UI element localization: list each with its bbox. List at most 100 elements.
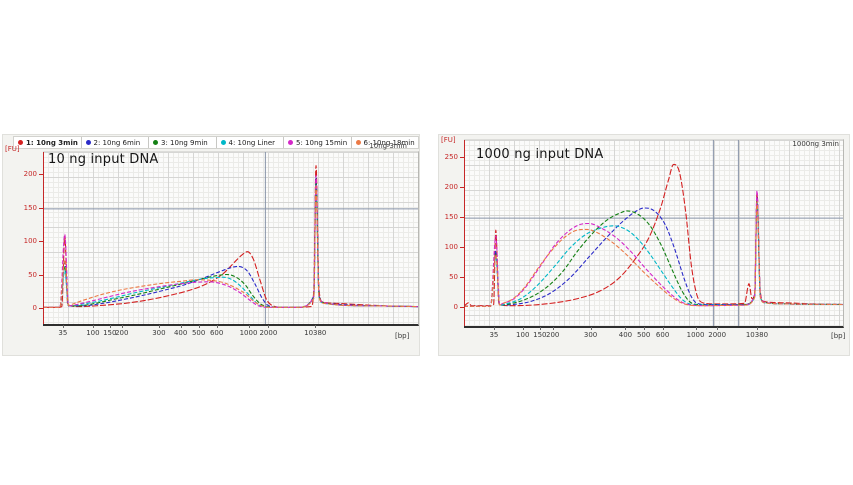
legend-item-label: 4: 10ng Liner [228, 138, 276, 147]
y-tick-mark [39, 207, 43, 209]
x-tick-mark [552, 327, 554, 330]
trace-5-1000ng-15min [464, 190, 843, 307]
sample-label: 10ng 3min [369, 142, 407, 150]
y-tick-mark [39, 174, 43, 176]
legend-item-6[interactable]: 6: 10ng 18min [350, 137, 419, 148]
x-tick-mark [493, 327, 495, 330]
x-tick-mark [268, 325, 270, 328]
y-tick-label: 250 [444, 153, 458, 162]
electropherogram-panel-10ng: 1: 10ng 3min 2: 10ng 6min 3: 10ng 9min 4: 1… [2, 134, 420, 356]
traces-svg [464, 140, 843, 326]
x-tick-label: 500 [636, 331, 651, 339]
y-axis-unit: [FU] [5, 145, 20, 153]
legend-item-5[interactable]: 5: 10ng 15min [283, 137, 351, 148]
x-tick-label: 35 [489, 331, 499, 339]
legend-item-2[interactable]: 2: 10ng 6min [80, 137, 149, 148]
trace-3-1000ng-9min [464, 197, 843, 307]
x-tick-mark [92, 325, 94, 328]
x-tick-mark [625, 327, 627, 330]
sample-label: 1000ng 3min [792, 140, 839, 148]
y-tick-label: 100 [444, 242, 458, 251]
y-tick-mark [39, 308, 43, 310]
x-tick-label: 2000 [708, 331, 727, 339]
chart-annotation: 1000 ng input DNA [476, 147, 604, 162]
x-tick-label: 400 [618, 331, 633, 339]
x-tick-mark [315, 325, 317, 328]
x-tick-label: 100 [86, 329, 100, 337]
trace-3-10ng-9min [43, 181, 418, 308]
x-tick-mark [522, 327, 524, 330]
legend-item-label: 6: 10ng 18min [363, 138, 415, 147]
legend-color-dot [355, 140, 361, 145]
y-tick-label: 0 [453, 302, 458, 311]
y-tick-label: 0 [32, 304, 37, 313]
x-tick-label: 600 [655, 331, 670, 339]
legend-item-3[interactable]: 3: 10ng 9min [148, 137, 216, 148]
x-tick-label: 300 [583, 331, 598, 339]
y-tick-label: 50 [28, 270, 37, 279]
legend-color-dot [288, 140, 293, 145]
x-tick-label: 150 [103, 329, 117, 337]
trace-1-1000ng-3min [464, 163, 843, 307]
y-tick-label: 200 [444, 183, 458, 192]
y-tick-mark [460, 187, 464, 189]
trace-1-10ng-3min [43, 164, 418, 308]
legend-color-dot [85, 140, 91, 145]
legend-item-label: 5: 10ng 15min [296, 138, 348, 147]
y-tick-mark [460, 246, 464, 248]
plot-area-1000ng[interactable] [464, 139, 844, 328]
x-tick-mark [590, 327, 592, 330]
trace-4-10ng-liner [43, 183, 418, 308]
y-tick-label: 150 [23, 203, 37, 212]
legend-color-dot [220, 140, 226, 145]
x-tick-mark [756, 327, 758, 330]
x-axis-unit: [bp] [831, 332, 846, 340]
x-tick-label: 1000 [686, 331, 705, 339]
y-tick-mark [460, 306, 464, 308]
trace-4-1000ng-liner [464, 199, 843, 307]
legend-item-1[interactable]: 1: 10ng 3min [14, 137, 81, 148]
traces-svg [43, 152, 418, 324]
x-tick-label: 150 [533, 331, 547, 339]
y-axis-unit: [FU] [441, 136, 456, 144]
x-tick-mark [121, 325, 123, 328]
x-tick-mark [109, 325, 111, 328]
legend-item-4[interactable]: 4: 10ng Liner [215, 137, 284, 148]
y-tick-mark [39, 274, 43, 276]
plot-area-10ng[interactable] [43, 151, 419, 326]
chart-annotation: 10 ng input DNA [48, 152, 159, 167]
legend-color-dot [153, 140, 158, 145]
legend-item-label: 3: 10ng 9min [161, 138, 208, 147]
y-tick-label: 50 [449, 272, 458, 281]
legend-item-label: 2: 10ng 6min [93, 138, 141, 147]
x-tick-mark [198, 325, 200, 328]
x-tick-mark [62, 325, 64, 328]
x-tick-mark [248, 325, 250, 328]
y-tick-label: 150 [444, 213, 458, 222]
x-tick-label: 2000 [259, 329, 278, 337]
electropherogram-panel-1000ng: [FU] 1000 ng input DNA 1000ng 3min [bp] … [438, 134, 850, 356]
trace-2-10ng-6min [43, 177, 418, 308]
x-tick-mark [216, 325, 218, 328]
x-tick-label: 100 [516, 331, 530, 339]
legend-color-dot [18, 140, 23, 145]
x-tick-mark [180, 325, 182, 328]
x-axis-unit: [bp] [395, 332, 410, 340]
x-tick-mark [695, 327, 697, 330]
trace-2-1000ng-6min [464, 196, 843, 307]
trace-5-10ng-15min [43, 174, 418, 308]
x-tick-label: 400 [173, 329, 188, 337]
y-tick-mark [460, 217, 464, 219]
trace-6-1000ng-18min [464, 200, 843, 307]
x-tick-mark [158, 325, 160, 328]
legend-bar: 1: 10ng 3min 2: 10ng 6min 3: 10ng 9min 4: 1… [13, 136, 419, 149]
x-tick-mark [539, 327, 541, 330]
x-tick-label: 10380 [745, 331, 769, 339]
x-tick-label: 1000 [239, 329, 258, 337]
x-tick-label: 10380 [304, 329, 327, 337]
x-tick-mark [662, 327, 664, 330]
legend-item-label: 1: 10ng 3min [26, 138, 78, 147]
y-tick-label: 100 [23, 237, 37, 246]
x-tick-label: 200 [545, 331, 560, 339]
x-tick-mark [643, 327, 645, 330]
